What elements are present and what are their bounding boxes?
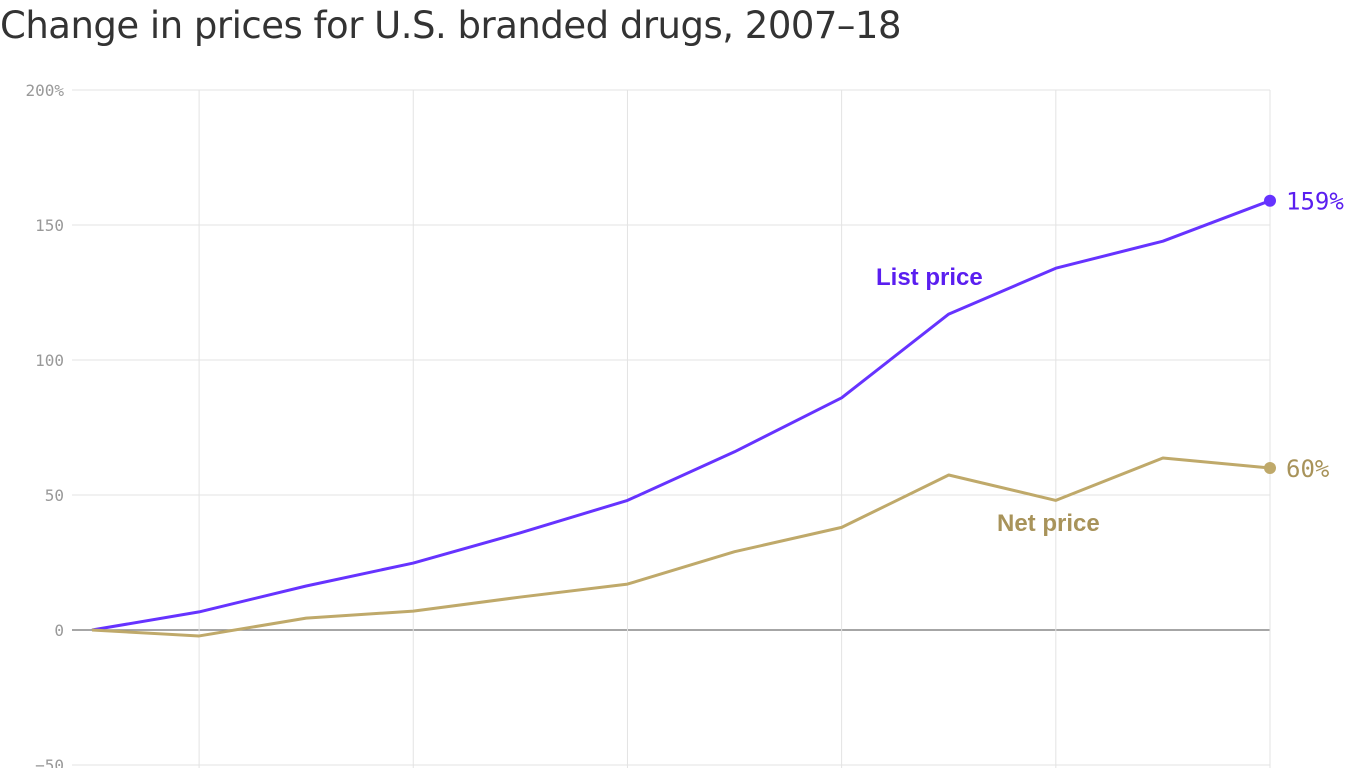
end-value-label: 60% — [1286, 455, 1330, 483]
y-tick-label: 0 — [54, 621, 64, 640]
y-tick-label: 100 — [35, 351, 64, 370]
series-label-net-price: Net price — [997, 510, 1100, 537]
end-point-marker — [1264, 194, 1276, 207]
y-tick-label: 150 — [35, 216, 64, 235]
y-tick-label: −50 — [35, 756, 64, 768]
end-point-marker — [1264, 462, 1276, 474]
series-label-list-price: List price — [876, 264, 983, 291]
series-line-list-price — [91, 199, 1271, 632]
chart-title: Change in prices for U.S. branded drugs,… — [0, 4, 902, 47]
y-tick-label: 50 — [45, 486, 64, 505]
y-tick-label: 200% — [25, 81, 64, 100]
end-value-label: 159% — [1286, 188, 1344, 216]
series-line-net-price — [91, 456, 1271, 638]
